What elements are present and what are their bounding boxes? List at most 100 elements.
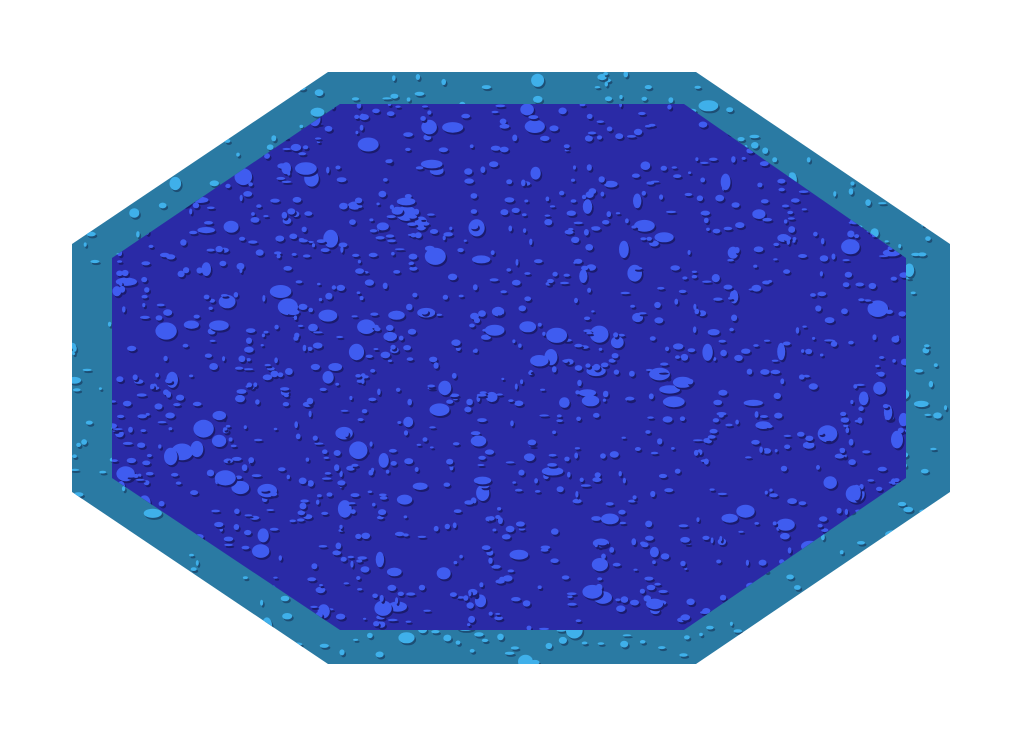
bump-highlight [817, 523, 823, 528]
bump-shadow [202, 110, 211, 114]
bump-highlight [757, 182, 763, 188]
bump-shadow [915, 155, 920, 161]
bump-highlight [720, 349, 727, 357]
bump-highlight [797, 114, 805, 119]
bump-highlight [189, 230, 198, 235]
bump-highlight [853, 602, 860, 606]
bump-highlight [645, 520, 653, 528]
bump-highlight [567, 602, 577, 606]
bump-highlight [913, 400, 929, 408]
bump-highlight [228, 617, 233, 620]
bump-shadow [801, 120, 812, 124]
bump-highlight [337, 480, 346, 486]
bump-shadow [243, 657, 253, 663]
bump-highlight [644, 85, 652, 90]
bump-highlight [665, 346, 670, 352]
bump-highlight [848, 340, 854, 345]
bump-highlight [687, 250, 691, 255]
bump-highlight [847, 230, 855, 238]
bump-shadow [318, 284, 323, 288]
bump-highlight [608, 358, 616, 363]
bump-shadow [153, 617, 162, 625]
bump-highlight [797, 595, 806, 599]
bump-highlight [390, 344, 396, 350]
bump-highlight [584, 316, 591, 321]
bump-highlight [481, 334, 491, 340]
bump-shadow [932, 125, 950, 134]
bump-highlight [556, 419, 563, 423]
bump-highlight [527, 439, 537, 446]
bump-highlight [833, 191, 837, 197]
bump-highlight [823, 600, 832, 604]
bump-shadow [154, 637, 163, 643]
bump-highlight [246, 337, 252, 344]
bump-shadow [873, 119, 883, 123]
bump-highlight [235, 394, 245, 403]
bump-shadow [136, 610, 147, 615]
bump-highlight [858, 298, 865, 302]
bump-highlight [438, 380, 452, 396]
bump-highlight [870, 567, 879, 573]
bump-highlight [838, 119, 843, 126]
bump-highlight [105, 128, 115, 131]
bump-highlight [872, 334, 877, 341]
bump-highlight [298, 86, 306, 91]
bump-highlight [76, 503, 83, 507]
bump-highlight [657, 438, 663, 445]
bump-highlight [343, 430, 349, 437]
bump-highlight [591, 558, 609, 572]
bump-highlight [615, 212, 621, 215]
bump-highlight [680, 614, 691, 621]
bump-highlight [135, 478, 145, 481]
bump-highlight [442, 122, 464, 133]
bump-highlight [859, 167, 867, 170]
bump-highlight [236, 389, 247, 394]
bump-highlight [823, 476, 837, 489]
bump-shadow [191, 115, 209, 126]
bump-highlight [706, 227, 710, 231]
bump-shadow [348, 504, 358, 507]
bump-highlight [185, 129, 190, 134]
bump-highlight [552, 430, 557, 435]
bump-highlight [570, 199, 577, 203]
bump-highlight [99, 470, 107, 474]
bump-shadow [107, 130, 116, 133]
bump-highlight [351, 463, 359, 467]
bump-highlight [886, 552, 891, 556]
bump-highlight [323, 456, 330, 459]
bump-highlight [610, 336, 624, 349]
bump-highlight [217, 600, 228, 607]
bump-shadow [199, 619, 208, 623]
bump-highlight [579, 104, 586, 107]
bump-shadow [933, 119, 941, 123]
bump-shadow [239, 634, 244, 642]
bump-highlight [509, 549, 529, 560]
bump-shadow [122, 582, 127, 585]
bump-highlight [299, 79, 304, 84]
bump-highlight [591, 516, 602, 521]
bump-shadow [566, 151, 571, 154]
bump-highlight [285, 368, 293, 375]
bump-shadow [423, 107, 430, 110]
bump-highlight [548, 453, 557, 457]
bump-highlight [386, 567, 402, 577]
bump-shadow [92, 646, 101, 650]
bump-highlight [298, 303, 308, 310]
bump-highlight [547, 463, 557, 467]
bump-highlight [551, 366, 557, 373]
bump-highlight [133, 473, 139, 478]
bump-highlight [456, 596, 465, 599]
bump-shadow [157, 651, 164, 657]
bump-highlight [664, 488, 674, 493]
bump-shadow [147, 588, 151, 595]
bump-highlight [808, 132, 819, 136]
bump-highlight [634, 219, 655, 232]
bump-highlight [913, 153, 919, 159]
bump-highlight [387, 239, 396, 243]
bump-highlight [917, 252, 927, 257]
bump-highlight [139, 599, 149, 603]
bump-highlight [301, 226, 307, 233]
bump-highlight [499, 123, 510, 129]
bump-highlight [735, 222, 745, 229]
bump-highlight [680, 353, 689, 361]
